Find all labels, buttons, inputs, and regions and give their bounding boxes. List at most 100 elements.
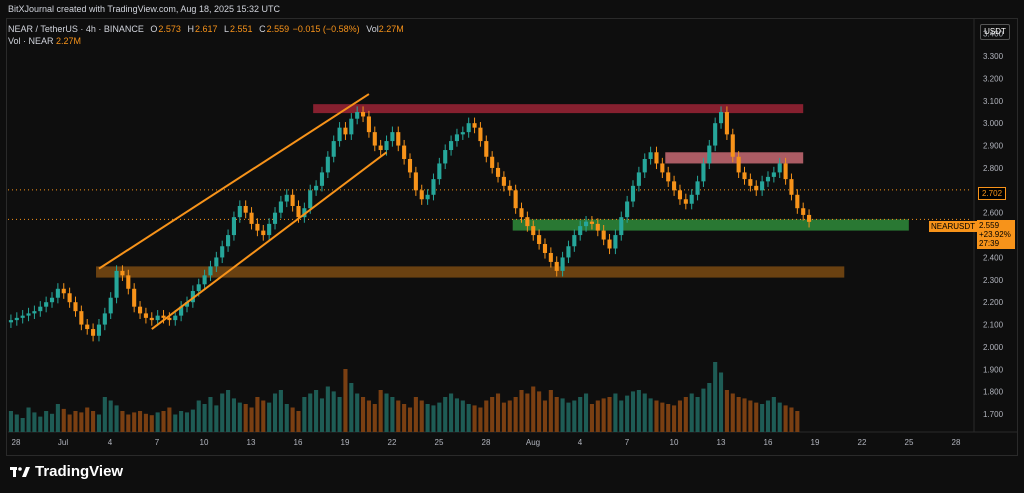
candle-body: [49, 297, 55, 303]
volume-bar: [308, 393, 313, 432]
candle-body: [683, 199, 688, 204]
x-tick-label: 7: [625, 438, 630, 447]
y-tick-label: 2.400: [983, 253, 1004, 262]
candle-body: [531, 226, 536, 236]
x-tick-label: 7: [155, 438, 160, 447]
volume-bar: [96, 414, 102, 432]
volume-bar: [220, 393, 225, 432]
volume-bar: [226, 390, 231, 432]
volume-bar: [537, 391, 542, 432]
candle-body: [425, 194, 430, 200]
y-tick-label: 1.800: [983, 388, 1004, 397]
volume-bar: [302, 397, 307, 432]
candle-body: [255, 223, 260, 231]
candle-body: [137, 306, 143, 314]
candle-body: [396, 132, 401, 146]
volume-bar: [495, 393, 501, 432]
candle-body: [537, 235, 542, 245]
x-tick-label: 25: [435, 438, 444, 447]
volume-bar: [542, 400, 548, 432]
volume-bar: [513, 397, 518, 432]
volume-bar: [572, 400, 577, 432]
legend-volume-row: Vol · NEAR 2.27M: [8, 35, 404, 47]
candle-body: [20, 315, 25, 318]
candle-body: [572, 235, 577, 247]
candle-body: [378, 145, 383, 151]
candle-body: [384, 141, 389, 151]
y-tick-label: 3.000: [983, 119, 1004, 128]
volume-bar: [607, 397, 612, 432]
candle-body: [789, 179, 794, 195]
volume-bar: [419, 400, 424, 432]
volume-bar: [407, 407, 413, 432]
low-label: L: [224, 24, 230, 34]
x-tick-label: 4: [578, 438, 583, 447]
volume-bar: [319, 398, 325, 432]
candle-body: [14, 317, 19, 321]
close-label: C: [259, 24, 266, 34]
candle-body: [8, 320, 13, 323]
candle-body: [431, 179, 436, 195]
y-tick-label: 3.100: [983, 97, 1004, 106]
candle-body: [243, 205, 248, 213]
volume-bar: [654, 400, 659, 432]
candle-body: [319, 172, 325, 186]
y-tick-label: 2.200: [983, 298, 1004, 307]
candle-body: [220, 246, 225, 258]
volume-bar: [190, 409, 195, 432]
candle-body: [343, 127, 348, 135]
candle-body: [736, 156, 741, 173]
zone-resistance-high: [313, 104, 804, 114]
volume-bar: [102, 397, 107, 432]
candle-body: [660, 163, 665, 173]
candle-body: [120, 270, 125, 276]
candle-body: [61, 288, 66, 294]
x-tick-label: 13: [247, 438, 256, 447]
zone-support-green: [512, 219, 909, 231]
volume-bar: [132, 412, 137, 432]
symbol-label[interactable]: NEAR / TetherUS · 4h · BINANCE: [8, 24, 144, 34]
volume-bar: [343, 369, 348, 432]
currency-selector[interactable]: USDT: [980, 24, 1010, 40]
volume-bar: [384, 393, 389, 432]
candle-body: [713, 123, 718, 146]
candle-body: [689, 194, 694, 204]
volume-bar: [648, 398, 653, 432]
y-tick-label: 2.100: [983, 321, 1004, 330]
volume-bar: [490, 397, 495, 432]
candle-body: [449, 141, 454, 151]
candle-body: [108, 297, 113, 314]
current-change: +23.92%: [979, 230, 1011, 239]
x-tick-label: Aug: [526, 438, 540, 447]
volume-bar: [120, 411, 125, 432]
candle-body: [355, 111, 360, 119]
candle-body: [249, 212, 254, 224]
chart-legend: NEAR / TetherUS · 4h · BINANCE O2.573 H2…: [8, 23, 404, 47]
volume-bar: [443, 397, 448, 432]
volume-bar: [355, 393, 360, 432]
candle-body: [114, 270, 119, 298]
candle-body: [184, 302, 190, 307]
volume-bar: [777, 402, 782, 432]
candle-body: [407, 158, 413, 173]
volume-bar: [396, 400, 401, 432]
channel-trendline: [98, 93, 370, 270]
candle-body: [742, 172, 747, 180]
volume-bar: [584, 393, 589, 432]
candle-body: [314, 185, 319, 191]
candle-body: [701, 163, 706, 182]
legend-symbol-row: NEAR / TetherUS · 4h · BINANCE O2.573 H2…: [8, 23, 404, 35]
volume-bar: [44, 411, 49, 432]
candle-body: [654, 152, 659, 164]
volume-bar: [724, 390, 729, 432]
candle-body: [595, 223, 600, 231]
volume-bar: [625, 395, 630, 432]
volume-indicator-label[interactable]: Vol · NEAR: [8, 36, 54, 46]
candle-body: [214, 257, 219, 267]
volume-bar: [20, 418, 25, 432]
candle-body: [360, 111, 366, 117]
candle-body: [566, 246, 571, 258]
candle-body: [495, 167, 501, 177]
tradingview-brand[interactable]: TradingView: [10, 463, 123, 480]
